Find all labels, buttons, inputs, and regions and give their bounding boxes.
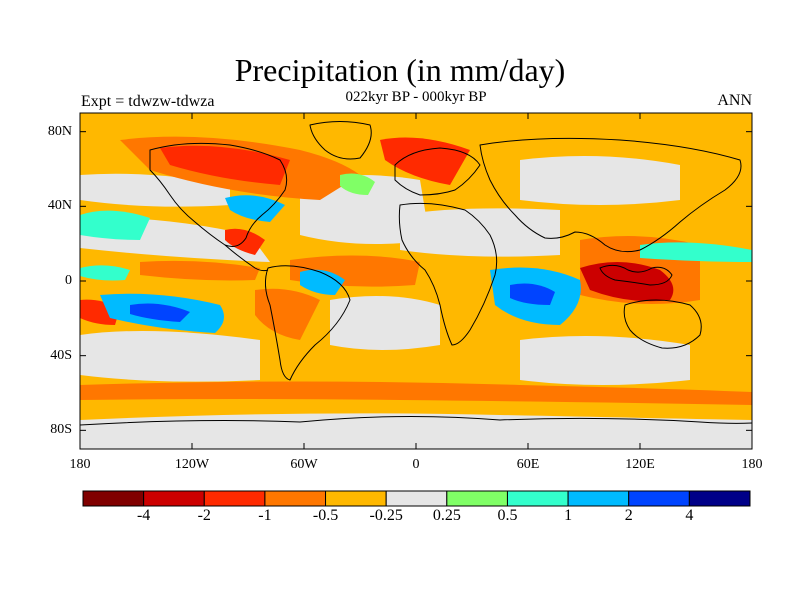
- colorbar-box: [385, 490, 448, 507]
- coastline-antarctica: [80, 415, 752, 426]
- field-neutral-indian-south: [520, 336, 690, 385]
- colorbar-label: 2: [624, 507, 633, 524]
- colorbar-label: -4: [136, 507, 151, 524]
- field-strong-wetting-se-pacific: [130, 303, 190, 322]
- chart-subtitle: 022kyr BP - 000kyr BP: [345, 89, 487, 105]
- coastline-central-america: [224, 244, 269, 272]
- field-neutral-atlantic: [300, 175, 430, 244]
- chart-title: Precipitation (in mm/day): [234, 52, 566, 88]
- field-strong-drying-north-america: [160, 145, 290, 185]
- coastline-maritime-continent: [599, 264, 673, 286]
- lat-tick-label: 80N: [47, 123, 72, 139]
- colorbar-label: 0.25: [432, 507, 461, 524]
- colorbar-label: 0.5: [497, 507, 518, 524]
- colorbar-label: 1: [564, 507, 573, 524]
- field-neutral-south-pacific: [80, 331, 260, 382]
- colorbar-box: [567, 490, 630, 507]
- colorbar-box: [325, 490, 387, 507]
- colorbar-label: 4: [685, 507, 694, 524]
- colorbar-box: [264, 490, 327, 507]
- colorbar-label: -2: [197, 507, 211, 524]
- field-wetting-north-pacific: [80, 210, 150, 240]
- lon-tick-label: 120E: [625, 457, 655, 472]
- colorbar-box: [203, 490, 266, 507]
- lon-tick-label: 180: [69, 457, 91, 472]
- lon-tick-marks: [79, 113, 753, 449]
- lat-tick-label: 40N: [47, 198, 72, 214]
- field-wetting-green-atlantic: [340, 173, 375, 195]
- colorbar-box: [628, 490, 690, 507]
- field-neutral-asia: [520, 156, 680, 205]
- lon-tick-label: 60W: [290, 457, 318, 472]
- field-drying-central-america: [225, 228, 265, 255]
- coastline-south-america: [264, 265, 351, 381]
- lon-tick-label: 180: [741, 457, 763, 472]
- colorbar-box: [688, 490, 751, 507]
- field-strong-drying-greenland: [380, 137, 470, 185]
- field-wetting-north-america: [225, 195, 285, 222]
- coastlines: [80, 121, 752, 426]
- colorbar-box: [143, 490, 205, 507]
- lon-tick-label: 120W: [174, 457, 210, 472]
- coastline-australia: [623, 299, 702, 349]
- colorbar-label: -0.5: [312, 507, 339, 524]
- colorbar-box: [82, 490, 145, 507]
- field-drying-eq-pacific: [140, 260, 260, 281]
- colorbar-label: -0.25: [369, 507, 403, 524]
- lat-tick-label: 80S: [50, 422, 72, 438]
- lon-tick-label: 0: [412, 457, 420, 472]
- field-drying-south-america: [255, 288, 320, 340]
- colorbar-box: [446, 490, 508, 507]
- lon-tick-label: 60E: [516, 457, 540, 472]
- coastline-greenland: [309, 121, 372, 160]
- field-neutral-antarctica: [80, 413, 752, 449]
- lat-tick-label: 40S: [50, 347, 72, 363]
- season-label: ANN: [717, 92, 752, 109]
- coastline-north-america: [149, 142, 288, 247]
- lat-tick-marks: [80, 131, 752, 431]
- field-wetting-amazon: [300, 269, 345, 295]
- lat-tick-label: 0: [65, 273, 72, 288]
- field-wetting-eq-pacific: [80, 265, 130, 281]
- experiment-label: Expt = tdwzw-tdwza: [81, 93, 215, 110]
- field-drying-southern-ocean: [80, 381, 752, 405]
- colorbar-box: [506, 490, 569, 507]
- field-neutral-north-pacific: [80, 173, 230, 207]
- field-wetting-north-west-pacific: [640, 242, 752, 262]
- field-strong-wetting-south-indian: [510, 283, 555, 305]
- colorbar-label: -1: [258, 507, 272, 524]
- coastline-asia: [479, 137, 742, 253]
- coastline-africa: [398, 202, 498, 346]
- field-neutral-south-atlantic: [330, 296, 440, 350]
- coastline-europe: [394, 147, 481, 196]
